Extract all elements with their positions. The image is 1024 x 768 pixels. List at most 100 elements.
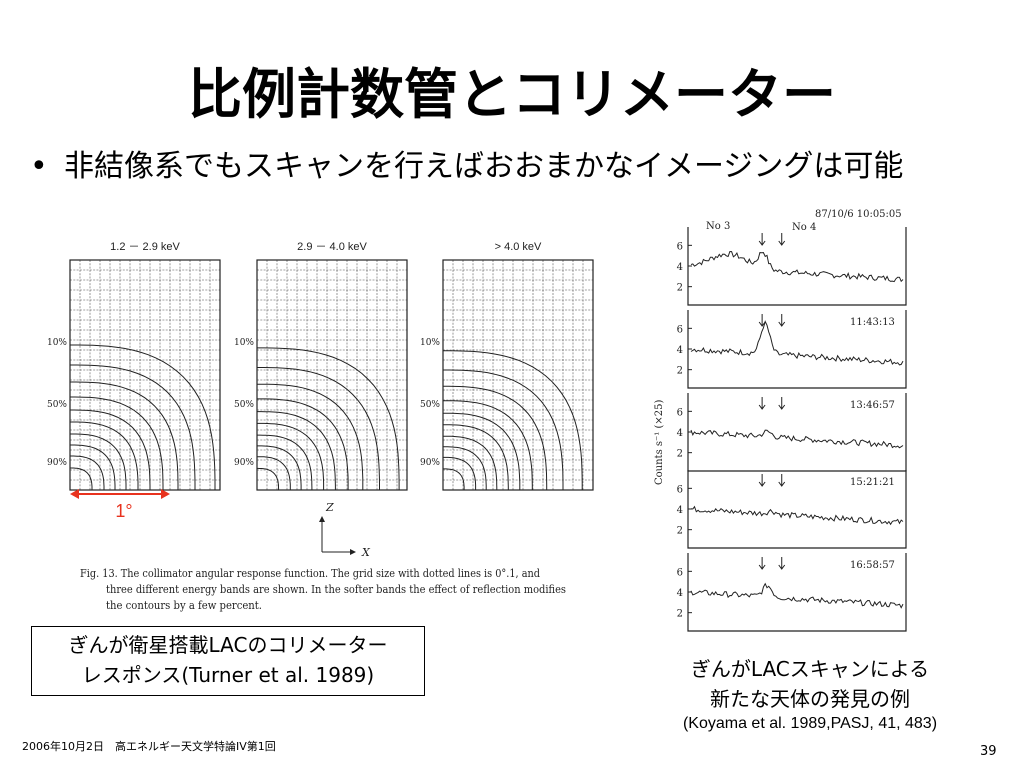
lightcurve-frame: [687, 227, 907, 306]
lightcurve-tick-label: 6: [677, 567, 683, 578]
response-contour: [70, 444, 116, 490]
response-contour: [70, 364, 196, 490]
source-arrow: [778, 314, 786, 327]
lightcurve-tick-label: 2: [677, 609, 683, 620]
footer-text: 2006年10月2日 高エネルギー天文学特論IV第1回: [22, 740, 276, 753]
response-contour: [443, 424, 509, 490]
response-contour: [257, 422, 325, 490]
response-contour: [257, 347, 400, 490]
lightcurve-trace: [690, 429, 904, 449]
panel-energy-label: > 4.0 keV: [495, 241, 542, 253]
response-contour: [443, 400, 533, 490]
response-contour: [70, 421, 139, 490]
source-arrow: [778, 557, 786, 570]
response-contour: [443, 435, 498, 490]
response-panel-2: 2.9 － 4.0 keV 10% 50% 90%: [234, 241, 408, 491]
slide-title: 比例計数管とコリメーター: [188, 63, 836, 126]
x-axis-label: X: [361, 546, 371, 559]
contour-level-label: 10%: [420, 338, 440, 348]
lightcurve-time-label: 13:46:57: [850, 400, 895, 411]
scale-arrow-right-head: [161, 489, 170, 499]
response-contour: [443, 446, 487, 490]
source-arrow: [758, 397, 766, 410]
response-contour: [70, 344, 216, 490]
response-contour: [70, 467, 93, 490]
z-axis-arrow: [319, 516, 325, 522]
lightcurve-time-label: 16:58:57: [850, 560, 895, 571]
panel-frame: [69, 259, 221, 491]
panel-grid: [69, 259, 221, 491]
response-contour: [257, 367, 380, 490]
lightcurve-tick-label: 2: [677, 283, 683, 294]
figure-caption-line: Fig. 13. The collimator angular response…: [80, 567, 540, 580]
panel-energy-label: 2.9 － 4.0 keV: [297, 241, 367, 253]
scale-label: 1°: [115, 501, 132, 521]
response-contour: [70, 396, 164, 490]
right-caption: ぎんがLACスキャンによる 新たな天体の発見の例 (Koyama et al. …: [640, 654, 980, 734]
lightcurve-tick-label: 6: [677, 324, 683, 335]
response-contour: [257, 445, 302, 490]
page-number: 39: [980, 744, 997, 759]
contour-level-label: 90%: [420, 458, 440, 468]
source-arrow: [778, 233, 786, 246]
figure-caption-line: three different energy bands are shown. …: [106, 583, 566, 596]
scan-lightcurve-figure: 6 4 2 87/10/6 10:05:05 6 4 2 11:43:13 6 4 2 13:46:5…: [654, 209, 907, 632]
right-caption-line2: 新たな天体の発見の例: [710, 687, 910, 711]
response-contour: [443, 385, 548, 490]
lightcurve-tick-label: 4: [677, 345, 683, 356]
source-arrow: [758, 557, 766, 570]
x-axis-arrow: [350, 549, 356, 555]
response-contour: [443, 350, 583, 490]
lightcurve-panel-5: 6 4 2 16:58:57: [677, 553, 907, 632]
scale-arrow-left-head: [70, 489, 79, 499]
lightcurve-tick-label: 6: [677, 484, 683, 495]
lightcurve-tick-label: 6: [677, 241, 683, 252]
response-contour: [257, 398, 349, 490]
response-contour: [70, 455, 105, 490]
contour-level-label: 90%: [47, 458, 67, 468]
response-contour: [257, 467, 280, 490]
panel-frame: [256, 259, 408, 491]
collimator-response-figure: 1.2 － 2.9 keV 10% 50% 90% 2.9 － 4.0 keV 10% 50…: [47, 241, 594, 612]
lightcurve-tick-label: 4: [677, 505, 683, 516]
source-arrow: [758, 474, 766, 487]
response-contour: [70, 409, 151, 490]
contour-level-label: 50%: [234, 400, 254, 410]
response-contour: [70, 381, 179, 490]
lightcurve-panel-4: 6 4 2 15:21:21: [677, 470, 907, 549]
lightcurve-time-label: 87/10/6 10:05:05: [815, 209, 902, 220]
lightcurve-tick-label: 4: [677, 262, 683, 273]
response-panel-1: 1.2 － 2.9 keV 10% 50% 90%: [47, 241, 221, 491]
lightcurve-tick-label: 2: [677, 449, 683, 460]
lightcurve-trace: [690, 250, 904, 283]
source-arrow: [758, 233, 766, 246]
caption-box-line1: ぎんが衛星搭載LACのコリメーター: [68, 633, 388, 657]
response-contour: [443, 369, 564, 490]
contour-level-label: 10%: [234, 338, 254, 348]
lightcurve-panel-2: 6 4 2 11:43:13: [677, 310, 907, 389]
bullet-item: • 非結像系でもスキャンを行えばおおまかなイメージングは可能: [30, 145, 903, 189]
z-axis-label: Z: [325, 501, 334, 514]
lightcurve-time-label: 15:21:21: [850, 477, 895, 488]
caption-box-line2: レスポンス(Turner et al. 1989): [81, 663, 375, 687]
response-contour: [443, 456, 477, 490]
panel-frame: [442, 259, 594, 491]
lightcurve-trace: [690, 582, 904, 609]
lightcurve-tick-label: 4: [677, 428, 683, 439]
lightcurve-tick-label: 2: [677, 526, 683, 537]
source-label-no3: No 3: [706, 221, 730, 232]
response-contour: [443, 412, 521, 490]
lightcurve-time-label: 11:43:13: [850, 317, 895, 328]
lightcurve-panel-1: 6 4 2 87/10/6 10:05:05: [677, 209, 907, 306]
response-contour: [443, 468, 465, 490]
lightcurve-trace: [690, 505, 904, 526]
contour-level-label: 90%: [234, 458, 254, 468]
bullet-mark: •: [30, 149, 48, 184]
lightcurve-panel-3: 6 4 2 13:46:57: [677, 393, 907, 472]
bullet-text: 非結像系でもスキャンを行えばおおまかなイメージングは可能: [64, 149, 904, 184]
source-arrow: [778, 397, 786, 410]
contour-level-label: 10%: [47, 338, 67, 348]
lightcurve-trace: [690, 320, 904, 366]
response-contour: [70, 433, 127, 490]
contour-level-label: 50%: [47, 400, 67, 410]
